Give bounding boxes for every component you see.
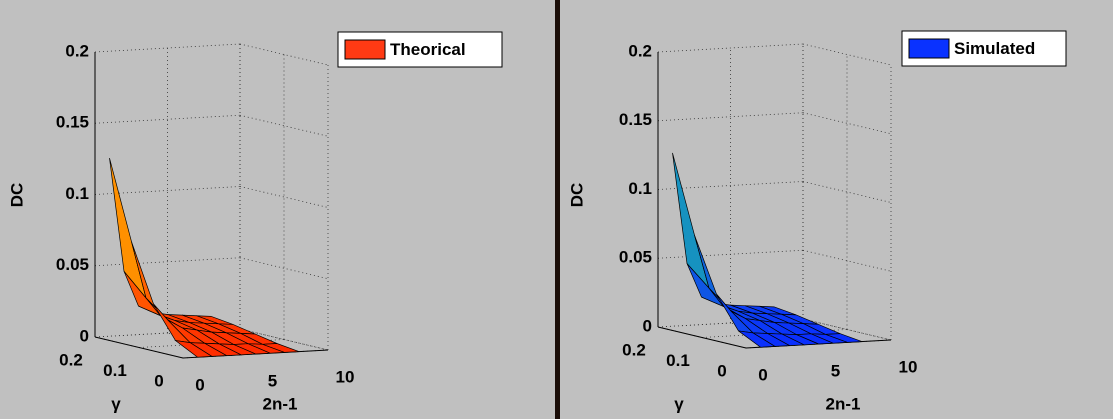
z-axis-label: DC: [7, 183, 26, 208]
z-axis-label: DC: [567, 183, 586, 208]
y-tick-label: 0: [717, 361, 726, 380]
y-axis-label: γ: [111, 394, 121, 413]
z-tick-label: 0.1: [65, 184, 89, 203]
panel: 0 0.05 0.1 0.15 0.2 0 5 10 0 0.1 0.2 DC γ 2n-1 Theoric…: [7, 31, 503, 413]
legend-swatch: [344, 39, 386, 60]
legend-label: Simulated: [954, 39, 1035, 58]
panel: 0 0.05 0.1 0.15 0.2 0 5 10 0 0.1 0.2 DC γ 2n-1 Simulat…: [567, 30, 1067, 413]
x-axis-label: 2n-1: [263, 394, 298, 413]
z-tick-label: 0: [80, 326, 89, 345]
x-tick-label: 5: [831, 361, 840, 380]
grid-line: [94, 186, 241, 195]
z-tick-label: 0.15: [56, 113, 89, 132]
legend-box: [337, 31, 503, 68]
y-tick-label: 0: [154, 371, 163, 390]
x-tick-label: 0: [195, 375, 204, 394]
y-axis-label: γ: [674, 394, 684, 413]
y-tick-label: 0.1: [103, 361, 127, 380]
y-tick-label: 0.2: [59, 350, 83, 369]
grid-line: [657, 112, 804, 122]
y-tick-label: 0.1: [666, 351, 690, 370]
z-tick-label: 0: [643, 316, 652, 335]
z-tick-label: 0.1: [628, 179, 652, 198]
x-tick-label: 5: [268, 371, 277, 390]
legend-label: Theorical: [390, 40, 466, 59]
z-tick-label: 0.15: [619, 110, 652, 129]
grid-line: [657, 43, 804, 53]
grid-line: [94, 114, 241, 124]
x-tick-label: 10: [336, 367, 355, 386]
grid-line: [657, 318, 804, 328]
z-tick-label: 0.05: [56, 255, 89, 274]
grid-line: [94, 257, 241, 267]
surface-face: [174, 340, 214, 358]
surface-face: [738, 330, 777, 348]
z-tick-label: 0.2: [65, 41, 89, 60]
x-tick-label: 0: [758, 365, 767, 384]
y-axis: [94, 336, 184, 359]
x-tick-label: 10: [899, 357, 918, 376]
divider: [555, 0, 560, 419]
y-axis: [657, 326, 747, 349]
grid-line: [94, 328, 241, 338]
z-tick-label: 0.05: [619, 248, 652, 267]
x-axis-label: 2n-1: [826, 394, 861, 413]
y-tick-label: 0.2: [622, 340, 646, 359]
legend-swatch: [908, 38, 950, 59]
z-tick-label: 0.2: [628, 41, 652, 60]
